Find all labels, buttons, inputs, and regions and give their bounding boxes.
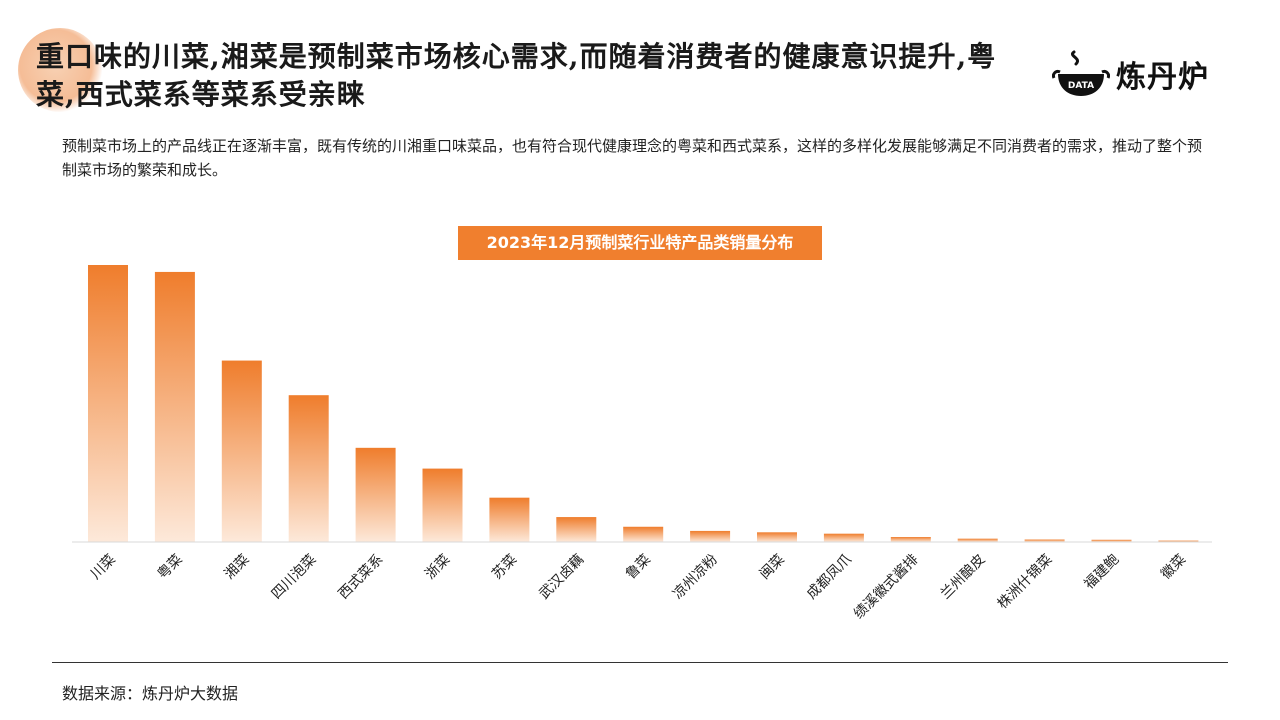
bar-10 [757,532,797,542]
bar-7 [556,517,597,542]
bar-2 [221,360,262,542]
bar-9 [690,530,731,542]
x-tick-label-11: 成都凤爪 [804,552,855,603]
bar-5 [422,468,463,542]
x-tick-label-6: 苏菜 [489,552,520,583]
title-brush-decoration [18,28,102,112]
x-tick-label-0: 川菜 [88,552,119,583]
x-tick-label-9: 凉州凉粉 [670,552,721,603]
x-tick-label-8: 鲁菜 [623,552,654,583]
bar-4 [355,447,396,542]
page-title: 重口味的川菜,湘菜是预制菜市场核心需求,而随着消费者的健康意识提升,粤菜,西式菜… [36,40,997,111]
logo-badge: DATA [1068,81,1094,91]
x-tick-label-12: 绩溪徽式酱排 [851,552,922,623]
bar-0 [88,265,128,542]
bar-11 [823,533,864,542]
x-tick-label-1: 粤菜 [155,552,186,583]
bar-16 [1158,540,1199,542]
bar-chart: 川菜 粤菜 湘菜 四川泡菜 西式菜系 浙菜 苏菜 武汉卤藕 鲁菜 凉州凉粉 闽菜 成都凤爪绩溪徽式酱排… [72,265,1212,623]
brand-logo: DATA 炼丹炉 [1052,48,1209,100]
x-tick-label-3: 四川泡菜 [269,552,320,603]
bar-14 [1024,539,1065,542]
bar-8 [623,526,664,542]
cauldron-icon: DATA [1052,50,1110,96]
source-note: 数据来源：炼丹炉大数据 [62,684,239,703]
bar-13 [957,538,998,542]
x-tick-label-16: 徽菜 [1158,552,1189,583]
bar-3 [288,395,329,542]
bar-6 [489,497,530,542]
bar-1 [154,271,195,542]
bar-15 [1091,539,1132,542]
footer-divider [52,662,1228,663]
x-tick-label-5: 浙菜 [422,552,453,583]
description-text: 预制菜市场上的产品线正在逐渐丰富，既有传统的川湘重口味菜品，也有符合现代健康理念… [62,137,1203,179]
logo-text: 炼丹炉 [1116,60,1209,95]
x-tick-label-14: 株洲什锦菜 [994,551,1056,613]
x-tick-label-2: 湘菜 [222,552,253,583]
bar-12 [890,537,931,542]
x-tick-label-7: 武汉卤藕 [536,552,587,603]
chart-title: 2023年12月预制菜行业特产品类销量分布 [458,226,822,260]
x-tick-label-10: 闽菜 [757,552,788,583]
x-tick-label-4: 西式菜系 [336,552,387,603]
x-tick-label-15: 福建鲍 [1081,552,1122,593]
x-tick-label-13: 兰州酿皮 [938,552,989,603]
